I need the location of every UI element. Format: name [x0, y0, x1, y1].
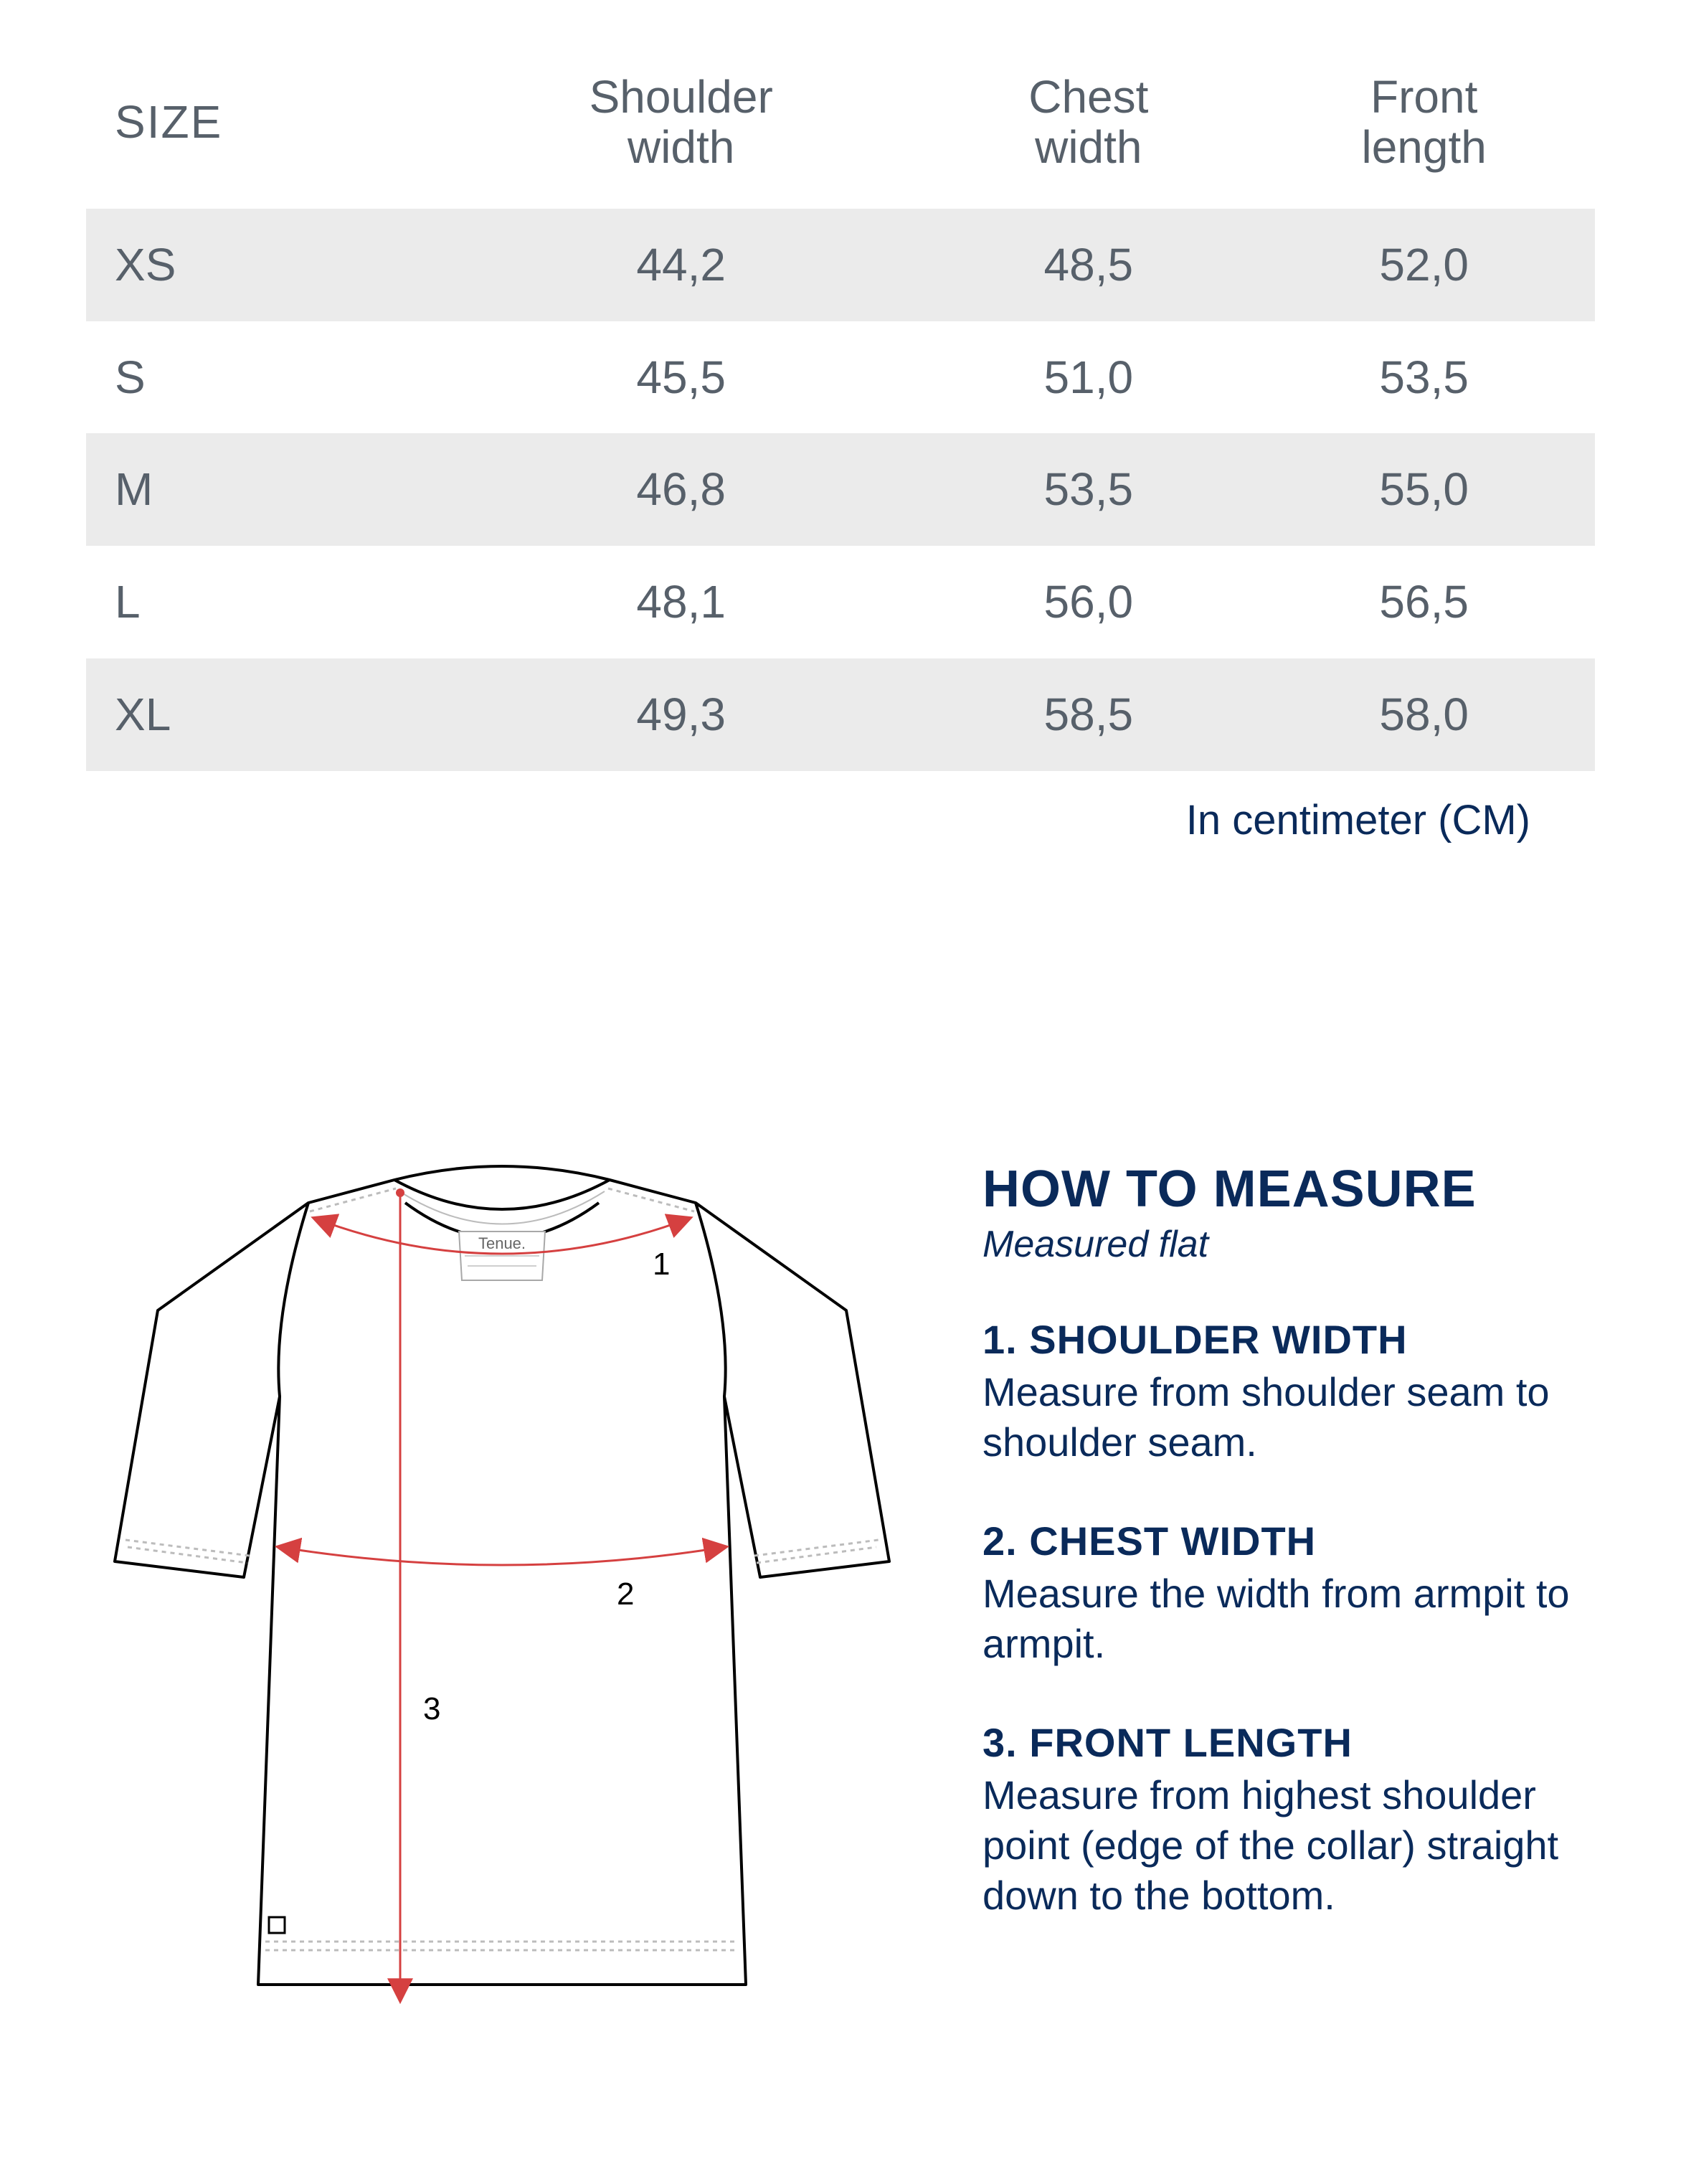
howto-step-2-title: 2. CHEST WIDTH [982, 1518, 1595, 1564]
col-shoulder: Shoulder width [438, 43, 924, 209]
cell-size: XS [86, 209, 438, 321]
cell-front: 53,5 [1253, 321, 1595, 434]
howto-subtitle: Measured flat [982, 1223, 1595, 1266]
cell-front: 56,5 [1253, 546, 1595, 658]
col-chest: Chest width [924, 43, 1253, 209]
cell-chest: 51,0 [924, 321, 1253, 434]
cell-size: S [86, 321, 438, 434]
diagram-label-3: 3 [423, 1691, 440, 1726]
cell-chest: 58,5 [924, 658, 1253, 771]
col-front: Front length [1253, 43, 1595, 209]
table-row: L 48,1 56,0 56,5 [86, 546, 1595, 658]
cell-shoulder: 48,1 [438, 546, 924, 658]
tshirt-outline-icon [115, 1166, 889, 1985]
cell-shoulder: 46,8 [438, 433, 924, 546]
cell-size: XL [86, 658, 438, 771]
cell-size: L [86, 546, 438, 658]
cell-front: 58,0 [1253, 658, 1595, 771]
how-to-section: Tenue. 1 2 3 HOW TO MEASURE Measured fla… [86, 1160, 1595, 2020]
diagram-brand-label: Tenue. [478, 1234, 526, 1252]
table-row: XL 49,3 58,5 58,0 [86, 658, 1595, 771]
page: SIZE Shoulder width Chest width Front le… [0, 43, 1681, 2184]
howto-step-2-body: Measure the width from armpit to armpit. [982, 1569, 1595, 1669]
col-size: SIZE [86, 43, 438, 209]
table-row: S 45,5 51,0 53,5 [86, 321, 1595, 434]
table-row: XS 44,2 48,5 52,0 [86, 209, 1595, 321]
diagram-label-2: 2 [617, 1576, 634, 1612]
size-table-head: SIZE Shoulder width Chest width Front le… [86, 43, 1595, 209]
cell-shoulder: 45,5 [438, 321, 924, 434]
cell-front: 55,0 [1253, 433, 1595, 546]
howto-step-1-body: Measure from shoulder seam to shoulder s… [982, 1367, 1595, 1467]
cell-chest: 56,0 [924, 546, 1253, 658]
cell-size: M [86, 433, 438, 546]
size-table: SIZE Shoulder width Chest width Front le… [86, 43, 1595, 771]
cell-shoulder: 44,2 [438, 209, 924, 321]
tshirt-diagram: Tenue. 1 2 3 [86, 1160, 918, 2020]
howto-title: HOW TO MEASURE [982, 1160, 1595, 1219]
table-row: M 46,8 53,5 55,0 [86, 433, 1595, 546]
cell-front: 52,0 [1253, 209, 1595, 321]
how-to-text: HOW TO MEASURE Measured flat 1. SHOULDER… [982, 1160, 1595, 1921]
cell-chest: 48,5 [924, 209, 1253, 321]
howto-step-1-title: 1. SHOULDER WIDTH [982, 1316, 1595, 1363]
unit-note: In centimeter (CM) [86, 771, 1595, 844]
howto-step-3-body: Measure from highest shoulder point (edg… [982, 1770, 1595, 1921]
diagram-label-1: 1 [653, 1247, 670, 1282]
howto-step-3-title: 3. FRONT LENGTH [982, 1719, 1595, 1766]
cell-chest: 53,5 [924, 433, 1253, 546]
cell-shoulder: 49,3 [438, 658, 924, 771]
size-table-body: XS 44,2 48,5 52,0 S 45,5 51,0 53,5 M 46,… [86, 209, 1595, 771]
